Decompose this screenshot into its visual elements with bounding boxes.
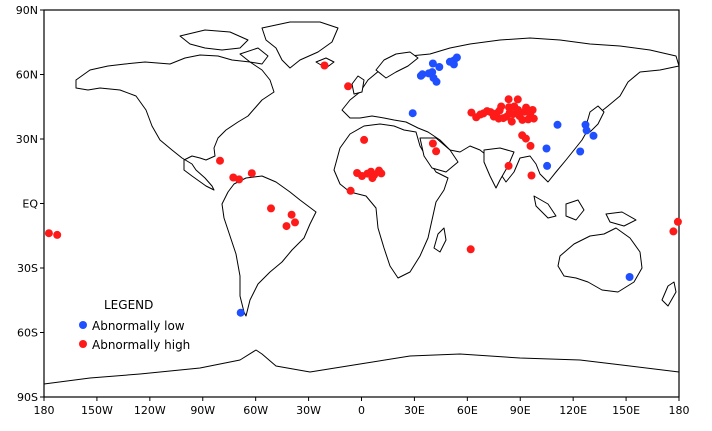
lon-label-180e: 180 xyxy=(669,404,690,417)
abnormally-high-marker xyxy=(344,82,353,91)
abnormally-high-marker xyxy=(377,169,386,178)
abnormally-high-marker xyxy=(247,169,256,178)
abnormally-high-marker xyxy=(504,95,513,104)
abnormally-low-marker xyxy=(576,147,585,156)
abnormally-high-marker xyxy=(529,114,538,123)
lat-label-eq: EQ xyxy=(22,198,38,211)
abnormally-low-marker xyxy=(428,59,437,68)
latitude-labels: 90N 60N 30N EQ 30S 60S 90S xyxy=(16,4,39,404)
abnormally-high-marker xyxy=(428,139,437,148)
abnormally-low-marker xyxy=(452,53,461,62)
abnormally-high-marker xyxy=(216,156,224,165)
abnormally-high-marker xyxy=(514,106,522,114)
lat-label-30n: 30N xyxy=(16,133,38,146)
new-guinea-outline xyxy=(605,211,637,227)
lon-label-120e: 120E xyxy=(559,404,587,417)
australia-outline xyxy=(557,227,643,293)
abnormally-high-marker xyxy=(53,230,62,239)
north-america-outline xyxy=(75,54,275,191)
legend-title: LEGEND xyxy=(104,298,153,312)
lat-label-30s: 30S xyxy=(17,262,38,275)
abnormally-high-marker xyxy=(235,175,244,184)
abnormally-low-marker xyxy=(432,77,441,86)
new-zealand-outline xyxy=(661,281,677,307)
arabia-outline xyxy=(419,137,459,173)
abnormally-high-marker xyxy=(287,210,296,219)
abnormally-high-marker xyxy=(522,103,531,112)
abnormally-high-marker xyxy=(346,186,355,195)
abnormally-low-marker xyxy=(418,70,427,79)
abnormally-low-marker xyxy=(542,144,551,153)
lon-label-90e: 90E xyxy=(510,404,531,417)
abnormally-high-marker xyxy=(518,115,527,124)
abnormally-low-marker xyxy=(435,63,444,71)
antarctica-outline xyxy=(43,349,680,385)
abnormally-high-marker xyxy=(44,229,53,238)
legend-label-high: Abnormally high xyxy=(92,338,190,352)
legend-marker-low xyxy=(79,321,87,329)
abnormally-high-marker xyxy=(368,174,377,183)
lon-label-180w: 180 xyxy=(34,404,55,417)
madagascar-outline xyxy=(433,227,447,253)
india-outline xyxy=(483,147,515,189)
abnormally-low-marker xyxy=(236,308,245,317)
abnormally-high-marker xyxy=(526,141,535,150)
lat-label-60n: 60N xyxy=(16,69,38,82)
abnormally-high-marker xyxy=(521,134,530,143)
baffin-island-outline xyxy=(239,47,269,65)
british-isles-outline xyxy=(351,75,365,95)
abnormally-high-marker xyxy=(360,135,369,144)
lon-label-60w: 60W xyxy=(243,404,268,417)
abnormally-high-marker xyxy=(507,117,516,126)
legend-label-low: Abnormally low xyxy=(92,319,185,333)
abnormally-high-marker xyxy=(504,161,513,170)
abnormally-low-marker xyxy=(543,161,552,170)
abnormally-high-marker xyxy=(267,204,275,213)
abnormally-low-marker xyxy=(445,57,454,66)
borneo-outline xyxy=(565,199,585,221)
africa-outline xyxy=(333,123,449,279)
abnormally-high-marker xyxy=(282,222,291,231)
lon-label-60e: 60E xyxy=(457,404,478,417)
lon-label-0: 0 xyxy=(358,404,365,417)
sumatra-outline xyxy=(533,195,557,219)
legend-marker-high xyxy=(79,340,87,348)
station-markers xyxy=(44,53,682,317)
abnormally-high-marker xyxy=(432,147,441,156)
greenland-outline xyxy=(261,21,339,69)
abnormally-high-marker xyxy=(673,217,682,226)
scandinavia-outline xyxy=(375,51,419,79)
lon-label-150w: 150W xyxy=(81,404,113,417)
abnormally-high-marker xyxy=(527,171,536,180)
abnormally-high-marker xyxy=(513,95,522,104)
abnormally-low-marker xyxy=(553,120,562,129)
lon-label-90w: 90W xyxy=(190,404,215,417)
legend: LEGEND Abnormally low Abnormally high xyxy=(79,298,190,352)
lat-label-90n: 90N xyxy=(16,4,38,17)
abnormally-high-marker xyxy=(320,61,329,70)
lat-label-90s: 90S xyxy=(17,391,38,404)
abnormally-low-marker xyxy=(582,126,591,135)
abnormally-high-marker xyxy=(497,102,506,111)
lon-label-30w: 30W xyxy=(296,404,321,417)
lon-label-30e: 30E xyxy=(404,404,425,417)
latitude-tickmarks xyxy=(40,9,44,398)
abnormally-high-marker xyxy=(466,245,475,254)
arctic-islands-outline xyxy=(179,29,249,51)
abnormally-high-marker xyxy=(291,218,299,227)
abnormally-high-marker xyxy=(669,227,678,236)
lat-label-60s: 60S xyxy=(17,327,38,340)
lon-label-150e: 150E xyxy=(612,404,640,417)
abnormally-high-marker xyxy=(528,106,537,114)
longitude-tickmarks xyxy=(43,397,680,401)
abnormally-low-marker xyxy=(625,273,634,281)
lon-label-120w: 120W xyxy=(134,404,166,417)
abnormally-low-marker xyxy=(408,109,417,118)
abnormally-low-marker xyxy=(589,131,598,140)
longitude-labels: 180 150W 120W 90W 60W 30W 0 30E 60E 90E … xyxy=(34,404,690,417)
